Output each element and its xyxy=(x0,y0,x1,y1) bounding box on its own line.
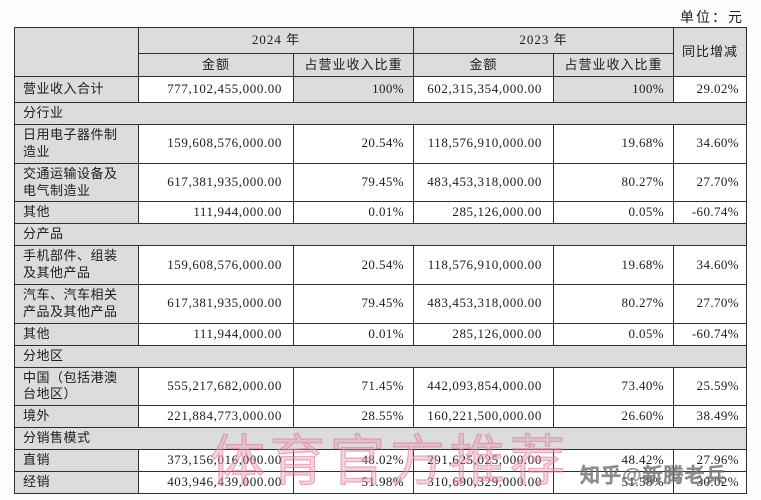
unit-label: 单位：元 xyxy=(680,11,744,26)
section-row-by-sales-model: 分销售模式 xyxy=(13,427,748,451)
proportion-2024: 0.01% xyxy=(292,322,415,346)
table-row-consumer-electronics: 日用电子器件制造业 159,608,576,000.00 20.54% 118,… xyxy=(14,123,748,164)
proportion-2023: 100% xyxy=(553,76,675,103)
proportion-2024: 0.01% xyxy=(292,201,415,225)
table-row-transport-equipment: 交通运输设备及电气制造业 617,381,935,000.00 79.45% 4… xyxy=(14,162,748,203)
proportion-2024: 79.45% xyxy=(292,284,415,324)
proportion-2024: 28.55% xyxy=(292,405,415,429)
yoy-value: -60.74% xyxy=(673,322,748,346)
row-label: 手机部件、组装及其他产品 xyxy=(14,245,139,286)
row-label: 境外 xyxy=(14,405,139,429)
amount-2023: 285,126,000.00 xyxy=(413,201,555,225)
amount-2024: 777,102,455,000.00 xyxy=(138,76,294,103)
row-label: 直销 xyxy=(14,449,139,473)
amount-2024: 111,944,000.00 xyxy=(138,322,294,346)
row-label: 交通运输设备及电气制造业 xyxy=(14,162,139,203)
row-label: 其他 xyxy=(14,201,139,225)
proportion-2023: 73.40% xyxy=(553,366,675,407)
year-2023-header: 2023 年 xyxy=(413,27,675,54)
amount-2024: 373,156,016,000.00 xyxy=(138,449,294,473)
row-label: 其他 xyxy=(14,322,139,346)
section-row-by-industry: 分行业 xyxy=(13,102,748,125)
proportion-2023: 0.05% xyxy=(553,201,675,225)
proportion-2023: 51.58% xyxy=(553,471,675,495)
yoy-value: 27.70% xyxy=(673,162,748,203)
proportion-2023: 0.05% xyxy=(553,322,675,346)
proportion-2023: 48.42% xyxy=(553,449,675,473)
table-row-product-other: 其他 111,944,000.00 0.01% 285,126,000.00 0… xyxy=(14,322,748,346)
proportion-2024: 51.98% xyxy=(292,471,415,495)
amount-2023: 483,453,318,000.00 xyxy=(413,284,555,324)
table-row-direct-sales: 直销 373,156,016,000.00 48.02% 291,625,025… xyxy=(14,449,748,473)
yoy-header: 同比增减 xyxy=(673,27,748,77)
proportion-2024: 71.45% xyxy=(292,366,415,407)
row-label: 日用电子器件制造业 xyxy=(14,123,139,164)
yoy-value: 34.60% xyxy=(673,123,748,164)
section-label: 分行业 xyxy=(13,102,748,125)
header-row-measures: 金额 占营业收入比重 金额 占营业收入比重 xyxy=(15,53,747,77)
table-row-total-revenue: 营业收入合计 777,102,455,000.00 100% 602,315,3… xyxy=(14,76,748,103)
yoy-value: -60.74% xyxy=(673,201,748,225)
proportion-2023: 80.27% xyxy=(553,162,675,203)
table-row-distribution-sales: 经销 403,946,439,000.00 51.98% 310,690,329… xyxy=(14,471,748,495)
section-label: 分地区 xyxy=(13,344,748,368)
amount-2024: 555,217,682,000.00 xyxy=(138,366,294,407)
proportion-2023: 26.60% xyxy=(553,405,675,429)
row-label: 经销 xyxy=(14,471,139,495)
amount-2024: 617,381,935,000.00 xyxy=(138,162,294,203)
year-2024-header: 2024 年 xyxy=(137,27,415,54)
proportion-2023: 80.27% xyxy=(553,284,675,324)
table-row-overseas: 境外 221,884,773,000.00 28.55% 160,221,500… xyxy=(14,405,748,429)
yoy-value: 29.02% xyxy=(673,76,748,103)
yoy-value: 30.02% xyxy=(673,471,748,495)
amount-2024: 617,381,935,000.00 xyxy=(138,284,294,324)
section-row-by-region: 分地区 xyxy=(13,344,748,368)
amount-2023: 285,126,000.00 xyxy=(413,322,555,346)
proportion-2023-header: 占营业收入比重 xyxy=(553,53,675,77)
amount-2023: 118,576,910,000.00 xyxy=(413,123,555,164)
table-row-phone-parts: 手机部件、组装及其他产品 159,608,576,000.00 20.54% 1… xyxy=(14,245,748,286)
proportion-2024: 48.02% xyxy=(292,449,415,473)
table-row-china: 中国（包括港澳台地区） 555,217,682,000.00 71.45% 44… xyxy=(14,366,748,407)
amount-2024: 403,946,439,000.00 xyxy=(138,471,294,495)
yoy-value: 25.59% xyxy=(673,366,748,407)
amount-2023-header: 金额 xyxy=(413,53,555,77)
amount-2024: 111,944,000.00 xyxy=(138,201,294,225)
amount-2024: 159,608,576,000.00 xyxy=(138,245,294,286)
amount-2024: 159,608,576,000.00 xyxy=(138,123,294,164)
yoy-value: 38.49% xyxy=(673,405,748,429)
yoy-value: 27.96% xyxy=(673,449,748,473)
corner-blank-cell xyxy=(14,27,139,77)
amount-2024-header: 金额 xyxy=(138,53,294,77)
revenue-breakdown-table: 2024 年 2023 年 同比增减 金额 占营业收入比重 金额 占营业收入比重… xyxy=(13,27,748,495)
amount-2023: 602,315,354,000.00 xyxy=(413,76,555,103)
proportion-2024: 100% xyxy=(292,76,415,103)
amount-2024: 221,884,773,000.00 xyxy=(138,405,294,429)
proportion-2024: 20.54% xyxy=(292,123,415,164)
yoy-value: 27.70% xyxy=(673,284,748,324)
section-label: 分销售模式 xyxy=(13,427,748,451)
yoy-value: 34.60% xyxy=(673,245,748,286)
proportion-2024: 79.45% xyxy=(292,162,415,203)
amount-2023: 310,690,329,000.00 xyxy=(413,471,555,495)
header-row-years: 2024 年 2023 年 同比增减 xyxy=(14,27,748,77)
table-row-auto-products: 汽车、汽车相关产品及其他产品 617,381,935,000.00 79.45%… xyxy=(14,284,748,324)
proportion-2024: 20.54% xyxy=(292,245,415,286)
proportion-2023: 19.68% xyxy=(553,245,675,286)
section-row-by-product: 分产品 xyxy=(13,223,748,247)
amount-2023: 442,093,854,000.00 xyxy=(413,366,555,407)
amount-2023: 118,576,910,000.00 xyxy=(413,245,555,286)
amount-2023: 483,453,318,000.00 xyxy=(413,162,555,203)
row-label: 汽车、汽车相关产品及其他产品 xyxy=(14,284,139,324)
table-row-industry-other: 其他 111,944,000.00 0.01% 285,126,000.00 0… xyxy=(14,201,748,225)
row-label: 营业收入合计 xyxy=(14,76,139,103)
proportion-2023: 19.68% xyxy=(553,123,675,164)
row-label: 中国（包括港澳台地区） xyxy=(14,366,139,407)
section-label: 分产品 xyxy=(13,223,748,247)
amount-2023: 160,221,500,000.00 xyxy=(413,405,555,429)
proportion-2024-header: 占营业收入比重 xyxy=(292,53,415,77)
amount-2023: 291,625,025,000.00 xyxy=(413,449,555,473)
